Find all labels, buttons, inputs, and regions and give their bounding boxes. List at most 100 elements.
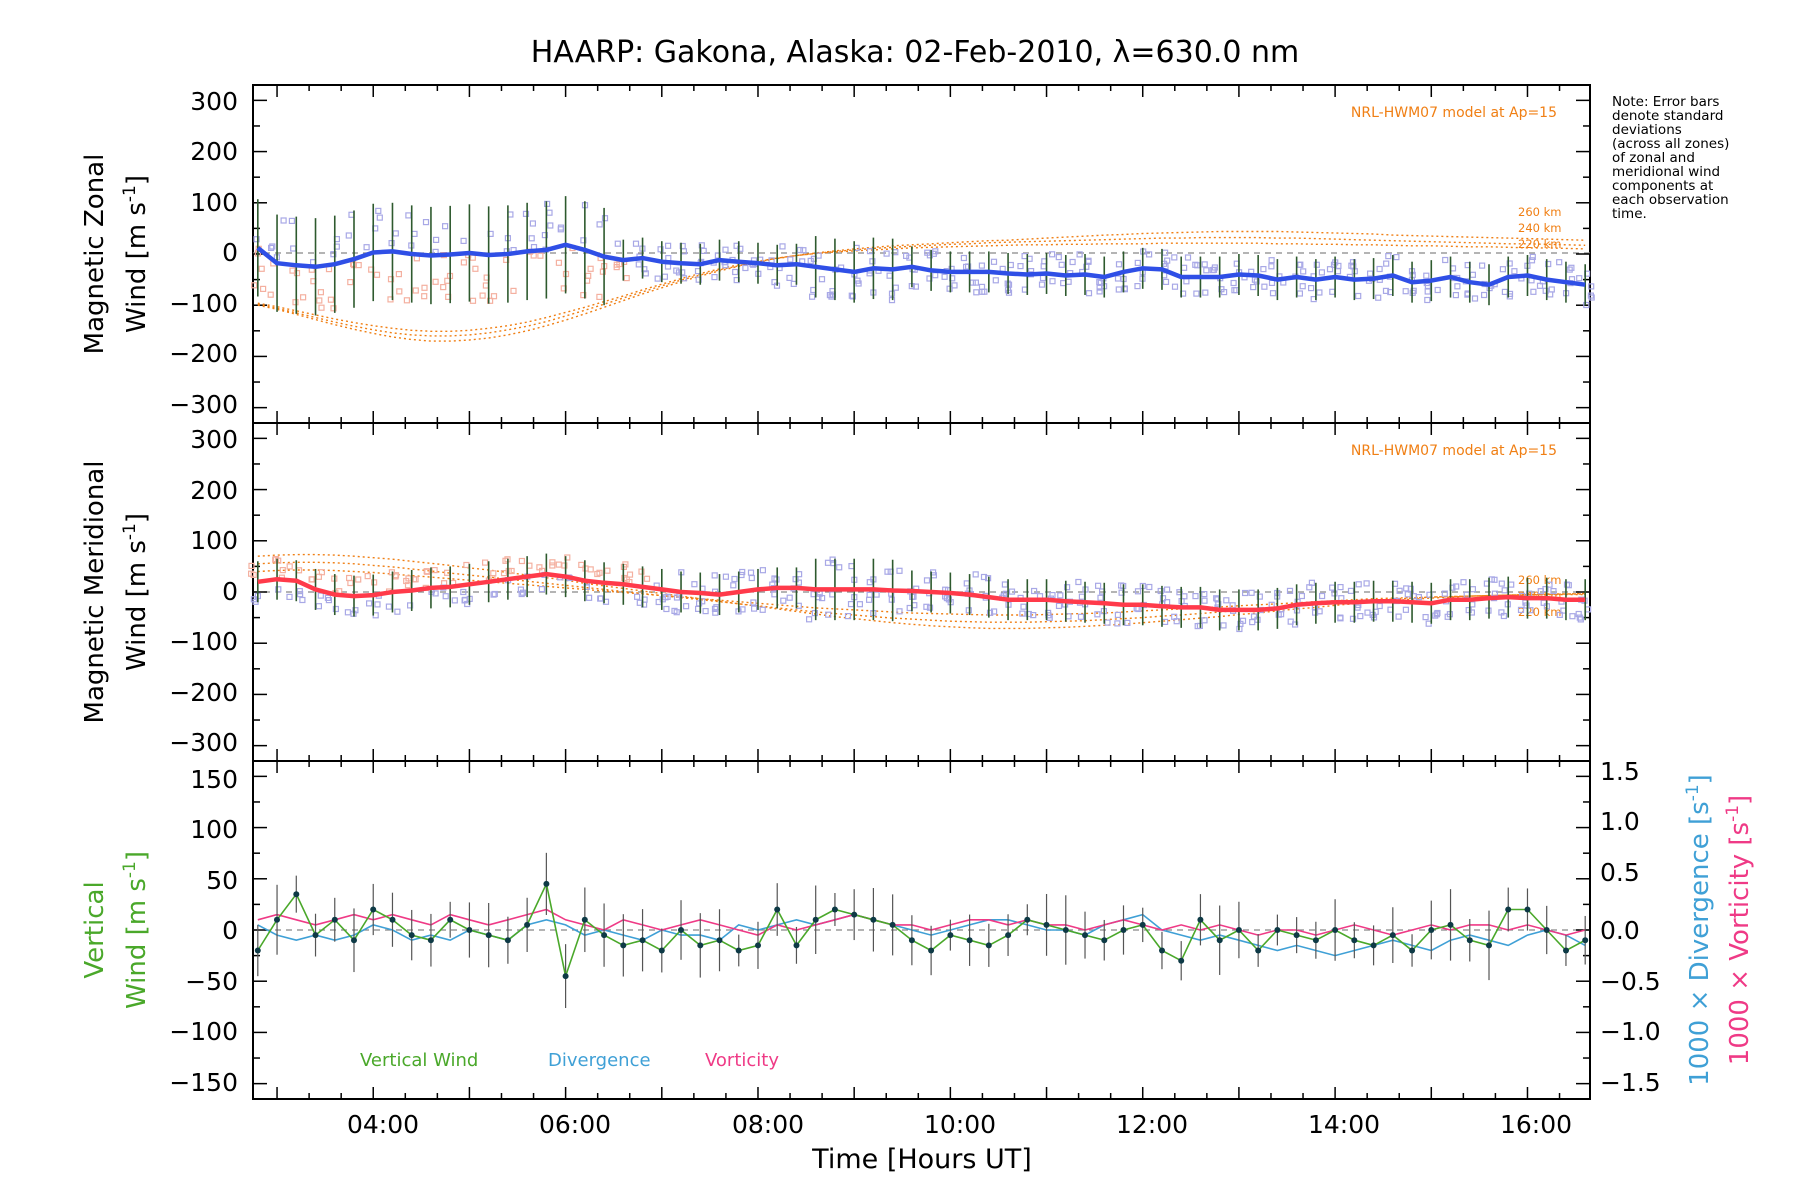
zone-point bbox=[849, 293, 857, 300]
meridional-alt-label-260: 260 km bbox=[1518, 573, 1561, 587]
zone-point bbox=[1424, 296, 1431, 304]
zone-point bbox=[1268, 263, 1275, 270]
zone-point bbox=[1498, 580, 1505, 587]
zone-point bbox=[487, 297, 494, 304]
zone-point bbox=[1039, 274, 1047, 282]
zone-point bbox=[614, 240, 621, 247]
zone-point bbox=[1020, 603, 1027, 610]
vertical-wind-point bbox=[1062, 927, 1069, 933]
zone-point bbox=[371, 579, 378, 586]
zone-point bbox=[404, 582, 412, 589]
note-line-6: components at bbox=[1612, 178, 1713, 194]
zone-point bbox=[1163, 586, 1171, 593]
divergence-axis-exp: -1 bbox=[1683, 784, 1703, 801]
note-block: Note: Error bars denote standard deviati… bbox=[1612, 94, 1729, 222]
meridional-ytick-label: 200 bbox=[190, 476, 238, 505]
zone-point bbox=[1395, 613, 1402, 620]
zone-point bbox=[786, 594, 793, 601]
zone-point bbox=[1049, 591, 1056, 599]
vertical-wind-point bbox=[985, 942, 992, 949]
zone-point bbox=[621, 574, 628, 582]
zone-point bbox=[1248, 589, 1255, 596]
zone-point bbox=[317, 289, 324, 296]
zone-point bbox=[1030, 611, 1037, 619]
zone-point bbox=[1403, 585, 1410, 592]
vertical-wind-point bbox=[351, 937, 357, 944]
zone-point bbox=[941, 273, 948, 280]
zone-point bbox=[1422, 613, 1429, 621]
zone-point bbox=[394, 608, 401, 615]
vertical-ytick-label: −150 bbox=[169, 1068, 238, 1097]
legend-divergence: Divergence bbox=[548, 1050, 651, 1071]
zone-point bbox=[522, 210, 530, 217]
vertical-ylabel-line2: Wind [m s-1] bbox=[120, 851, 152, 1009]
zone-point bbox=[412, 576, 419, 583]
panel-zonal-ticks bbox=[253, 85, 1590, 423]
zone-point bbox=[1548, 286, 1555, 293]
vertical-wind-point bbox=[427, 937, 434, 944]
zone-point bbox=[296, 587, 303, 595]
zone-point bbox=[884, 568, 891, 575]
zone-point bbox=[1355, 581, 1362, 588]
zone-point bbox=[1201, 590, 1208, 598]
zone-point bbox=[711, 274, 718, 281]
zone-point bbox=[790, 280, 797, 287]
zone-point bbox=[1215, 601, 1222, 608]
zone-point bbox=[346, 574, 353, 582]
zone-point bbox=[472, 265, 479, 272]
zone-point bbox=[1298, 592, 1306, 600]
zone-point bbox=[1223, 597, 1230, 604]
zone-point bbox=[1049, 278, 1056, 285]
vertical-wind-point bbox=[620, 942, 627, 949]
zone-point bbox=[275, 586, 282, 593]
zone-point bbox=[1055, 254, 1062, 261]
zone-point bbox=[1508, 581, 1515, 588]
zone-point bbox=[1286, 587, 1294, 595]
zone-point bbox=[549, 562, 556, 569]
meridional-ytick-label: 0 bbox=[222, 577, 238, 606]
zone-point bbox=[1269, 290, 1277, 297]
zone-point bbox=[664, 593, 671, 600]
vertical-wind-point bbox=[504, 937, 511, 944]
zone-point bbox=[640, 601, 648, 608]
zone-point bbox=[960, 254, 968, 262]
zone-point bbox=[442, 223, 449, 230]
zone-point bbox=[355, 576, 362, 583]
zone-point bbox=[1460, 579, 1467, 586]
zone-point bbox=[866, 248, 874, 255]
zone-point bbox=[792, 576, 799, 583]
zone-point bbox=[1364, 609, 1371, 616]
zone-point bbox=[440, 284, 447, 291]
zone-point bbox=[1146, 583, 1153, 591]
zone-point bbox=[332, 605, 339, 613]
note-line-8: time. bbox=[1612, 206, 1647, 222]
zone-point bbox=[780, 597, 787, 604]
vertical-ytick-label: −50 bbox=[185, 967, 238, 996]
zone-point bbox=[1542, 585, 1549, 593]
zone-point bbox=[1007, 261, 1014, 269]
zone-point bbox=[1021, 253, 1028, 260]
zone-point bbox=[779, 243, 786, 250]
zone-point bbox=[555, 561, 562, 568]
zone-point bbox=[1329, 288, 1336, 295]
zone-point bbox=[1337, 583, 1344, 591]
zone-point bbox=[1077, 613, 1085, 620]
zone-point bbox=[587, 265, 594, 272]
zone-point bbox=[747, 569, 755, 576]
zone-point bbox=[385, 603, 392, 610]
note-line-2: deviations bbox=[1612, 122, 1682, 138]
zone-point bbox=[1096, 288, 1103, 295]
zone-point bbox=[280, 217, 287, 224]
zone-point bbox=[1529, 253, 1536, 260]
zone-point bbox=[1563, 581, 1571, 588]
zone-point bbox=[1063, 584, 1071, 591]
vertical-ytick-label: 50 bbox=[206, 866, 238, 895]
zone-point bbox=[479, 292, 486, 299]
zone-point bbox=[661, 273, 669, 280]
zone-point bbox=[657, 246, 664, 253]
zone-point bbox=[411, 230, 418, 237]
zone-point bbox=[786, 274, 793, 281]
zone-point bbox=[286, 563, 293, 570]
zone-point bbox=[1193, 290, 1200, 297]
panel-zonal-marks bbox=[251, 196, 1595, 342]
